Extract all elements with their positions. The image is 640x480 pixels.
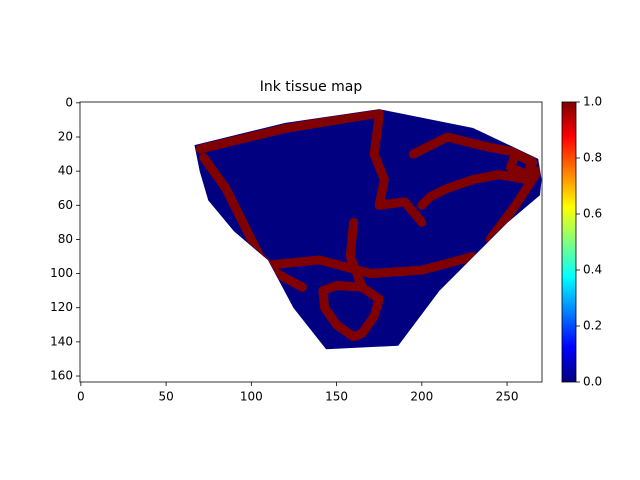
x-tick-label: 200 bbox=[410, 390, 433, 404]
y-tick-label: 60 bbox=[58, 198, 73, 212]
ink-path bbox=[369, 112, 427, 227]
y-tick-label: 100 bbox=[50, 266, 73, 280]
colorbar-tick-label: 0.6 bbox=[583, 207, 602, 221]
x-tick-label: 50 bbox=[158, 390, 173, 404]
colorbar-tick-label: 0.4 bbox=[583, 263, 602, 277]
ink-path bbox=[345, 217, 367, 292]
y-tick-label: 20 bbox=[58, 130, 73, 144]
ink-layer bbox=[195, 109, 542, 342]
y-tick-label: 80 bbox=[58, 232, 73, 246]
y-tick-label: 160 bbox=[50, 369, 73, 383]
x-tick-label: 100 bbox=[240, 390, 263, 404]
chart-title: Ink tissue map bbox=[260, 79, 363, 95]
y-tick-label: 0 bbox=[65, 95, 73, 109]
y-tick-label: 120 bbox=[50, 300, 73, 314]
colorbar-tick-label: 0.2 bbox=[583, 319, 602, 333]
tissue-region bbox=[194, 109, 542, 350]
ink-path bbox=[199, 152, 307, 292]
plot-frame bbox=[79, 101, 543, 383]
colorbar-tick-label: 0.8 bbox=[583, 151, 602, 165]
ink-path bbox=[485, 166, 542, 244]
x-tick-label: 0 bbox=[77, 390, 85, 404]
colorbar-tick-label: 1.0 bbox=[583, 95, 602, 109]
x-tick-label: 250 bbox=[496, 390, 519, 404]
ink-path bbox=[263, 252, 478, 279]
ink-path bbox=[505, 149, 538, 180]
x-tick-label: 150 bbox=[325, 390, 348, 404]
ink-path bbox=[195, 109, 384, 154]
colorbar-tick-label: 0.0 bbox=[583, 375, 602, 389]
ink-path bbox=[318, 281, 384, 342]
y-tick-label: 40 bbox=[58, 164, 73, 178]
y-tick-label: 140 bbox=[50, 334, 73, 348]
colorbar bbox=[561, 101, 577, 383]
